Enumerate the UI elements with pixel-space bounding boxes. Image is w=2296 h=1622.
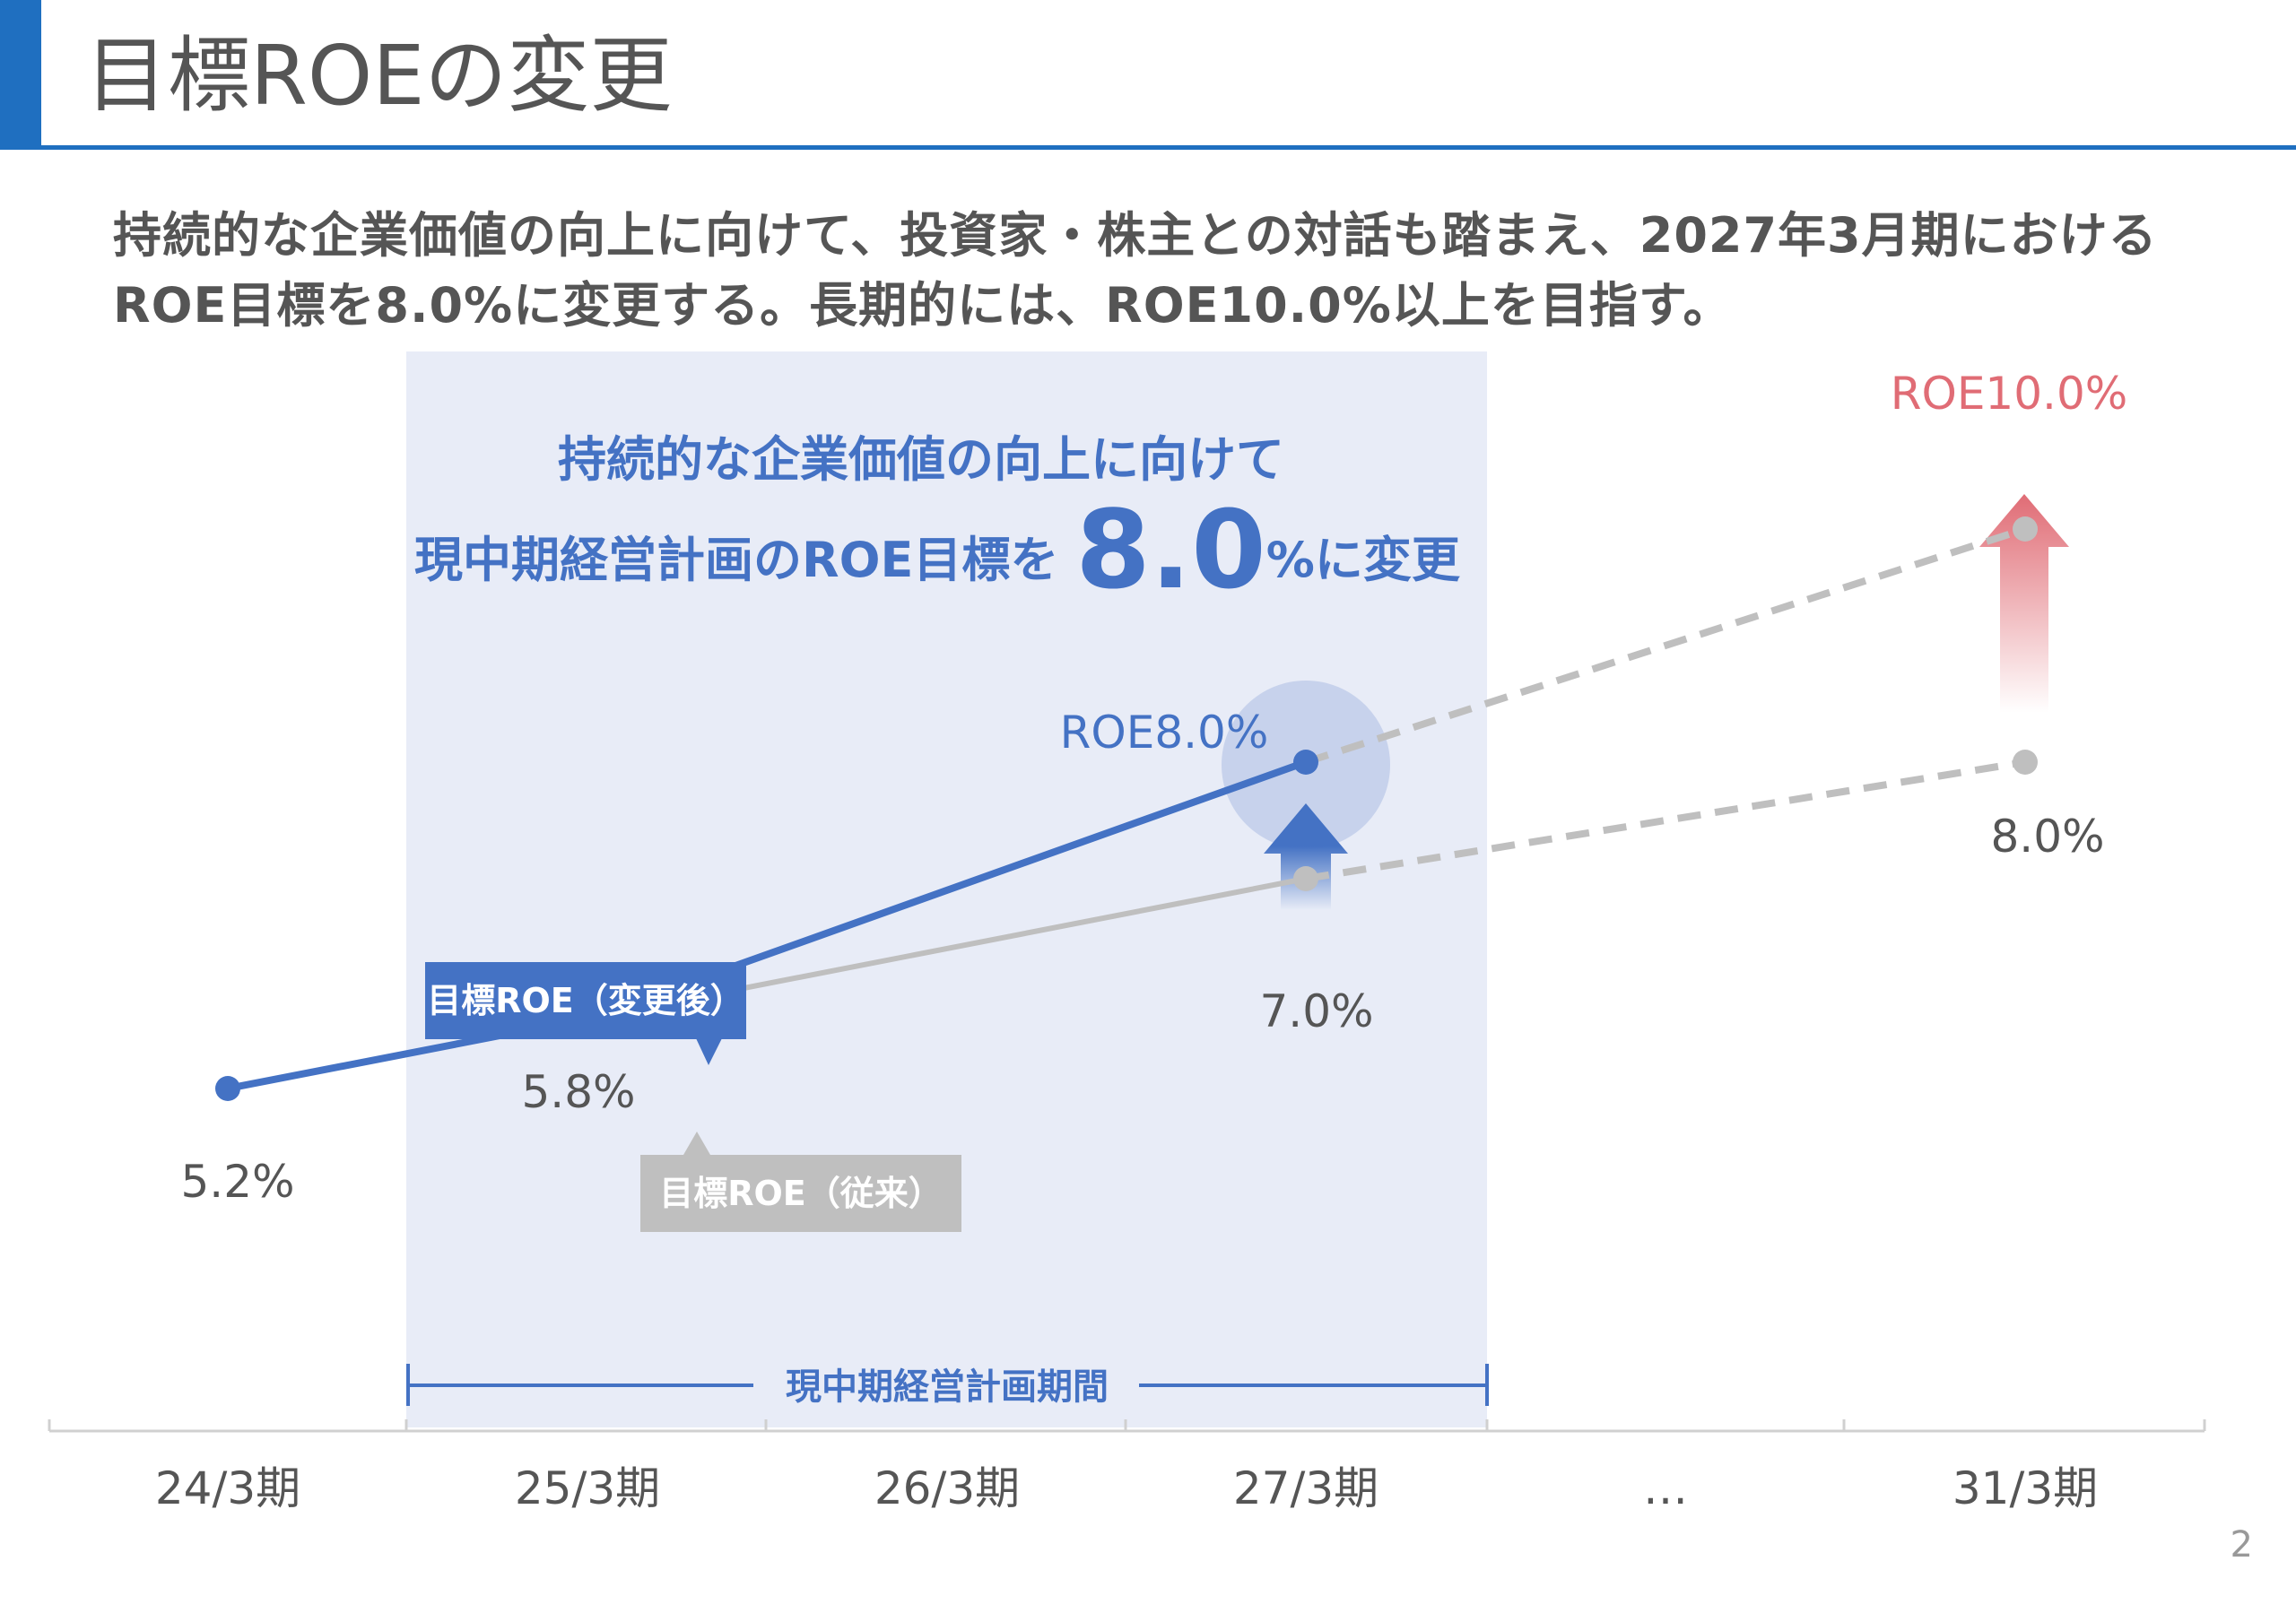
- data-label-old-31: 8.0%: [1990, 811, 2104, 863]
- x-tick-label: …: [1643, 1462, 1688, 1514]
- old-target-projection-line: [1305, 759, 2026, 882]
- callout-target-roe-new: 目標ROE（変更後）: [425, 962, 746, 1039]
- x-tick-label: 24/3期: [155, 1462, 300, 1514]
- new-point-31: [2013, 516, 2038, 542]
- x-tick-label: 25/3期: [515, 1462, 660, 1514]
- headline-line-2: 現中期経営計画のROE目標を 8.0%に変更: [414, 498, 1460, 614]
- lead-text-line-1: 持続的な企業価値の向上に向けて、投資家・株主との対話も踏まえ、2027年3月期に…: [113, 207, 2158, 264]
- callout-old-pointer: [683, 1132, 710, 1155]
- page-title: 目標ROEの変更: [85, 28, 673, 124]
- data-label-24: 5.2%: [180, 1156, 294, 1208]
- data-label-old-27: 7.0%: [1259, 985, 1373, 1037]
- callout-new-pointer: [696, 1038, 722, 1065]
- x-tick-label: 26/3期: [874, 1462, 1020, 1514]
- headline-prefix: 現中期経営計画のROE目標を: [414, 532, 1059, 588]
- headline-line-1: 持続的な企業価値の向上に向けて: [558, 431, 1284, 488]
- data-label-25: 5.8%: [521, 1066, 635, 1118]
- old-point-31: [2013, 750, 2038, 775]
- title-accent-bar: [0, 0, 41, 149]
- new-target-line: [227, 759, 1308, 1092]
- callout-target-roe-old: 目標ROE（従来）: [640, 1155, 961, 1232]
- x-tick-label: 27/3期: [1233, 1462, 1378, 1514]
- data-label-new-27: ROE8.0%: [1060, 707, 1269, 759]
- headline-big-number: 8.0: [1075, 489, 1266, 613]
- red-up-arrow-icon: [1979, 494, 2069, 713]
- new-point-27: [1293, 750, 1318, 775]
- headline-suffix: %に変更: [1265, 532, 1460, 588]
- data-label-new-31: ROE10.0%: [1891, 368, 2128, 420]
- new-target-projection-line: [1304, 525, 2027, 766]
- plan-period-label: 現中期経営計画期間: [786, 1366, 1109, 1408]
- plan-period-bracket: 現中期経営計画期間: [406, 1364, 1489, 1408]
- lead-text-line-2: ROE目標を8.0%に変更する。長期的には、ROE10.0%以上を目指す。: [113, 277, 1733, 334]
- title-underline: [0, 145, 2296, 150]
- old-point-27: [1293, 866, 1318, 891]
- page-number: 2: [2230, 1524, 2253, 1566]
- x-tick-label: 31/3期: [1952, 1462, 2098, 1514]
- new-point-24: [215, 1076, 240, 1101]
